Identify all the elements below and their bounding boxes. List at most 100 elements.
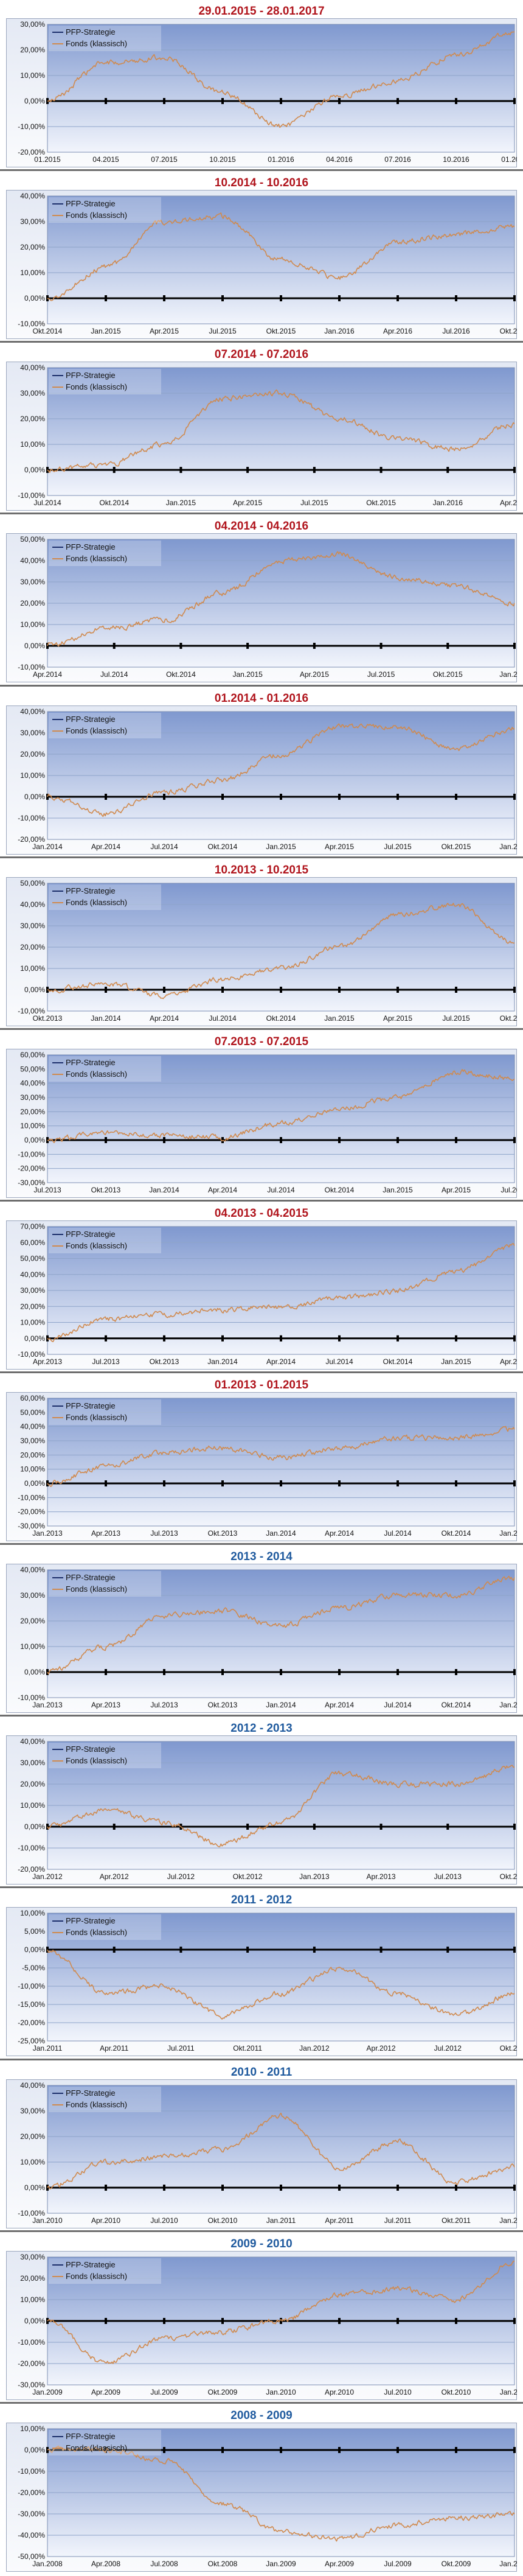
x-tick-label: Apr.2008 bbox=[91, 2560, 120, 2568]
chart-title: 07.2014 - 07.2016 bbox=[214, 348, 309, 362]
chart-panel: 29.01.2015 - 28.01.2017 30,00% 20,00% 10,00… bbox=[0, 0, 523, 172]
legend-fund-label: Fonds (klassisch) bbox=[66, 382, 127, 391]
y-tick-label: 40,00% bbox=[20, 1566, 45, 1574]
legend-fund-label: Fonds (klassisch) bbox=[66, 39, 127, 48]
x-tick-label: Apr.2015 bbox=[383, 1014, 412, 1023]
x-tick-mark bbox=[379, 1824, 383, 1830]
chart-svg: 70,00% 60,00% 50,00% 40,00% 30,00% 20,00% 10,0… bbox=[6, 1220, 523, 1370]
x-tick-mark bbox=[455, 793, 457, 800]
x-tick-label: Apr.2009 bbox=[91, 2388, 120, 2396]
y-tick-label: 40,00% bbox=[20, 363, 45, 372]
chart-area: 30,00% 20,00% 10,00% 0,00% -10,00% -20,00% 01.… bbox=[6, 18, 523, 170]
y-tick-label: 50,00% bbox=[20, 1065, 45, 1073]
chart-area: 10,00% 0,00% -10,00% -20,00% -30,00% -40,00% -… bbox=[6, 2422, 523, 2575]
x-tick-label: Jan.2011 bbox=[500, 2388, 517, 2396]
y-tick-label: -20,00% bbox=[18, 1164, 45, 1172]
x-tick-mark bbox=[163, 295, 165, 302]
y-tick-label: 0,00% bbox=[24, 1334, 45, 1343]
y-tick-label: 30,00% bbox=[20, 1591, 45, 1600]
x-tick-mark bbox=[113, 643, 116, 649]
x-tick-mark bbox=[163, 1669, 165, 1676]
x-tick-mark bbox=[397, 986, 399, 993]
chart-title: 07.2013 - 07.2015 bbox=[214, 1035, 309, 1048]
x-tick-label: Jan.2011 bbox=[266, 2216, 296, 2225]
x-tick-label: Jan.2012 bbox=[299, 2044, 330, 2053]
x-tick-mark bbox=[513, 467, 516, 474]
x-tick-mark bbox=[455, 986, 457, 993]
y-tick-label: 0,00% bbox=[24, 1945, 45, 1954]
y-tick-label: 10,00% bbox=[20, 1121, 45, 1130]
x-tick-label: Okt.2013 bbox=[208, 1701, 238, 1709]
x-tick-label: Okt.2014 bbox=[208, 842, 238, 851]
x-tick-label: Okt.2016 bbox=[500, 327, 517, 335]
x-tick-mark bbox=[280, 1480, 282, 1487]
y-tick-label: 60,00% bbox=[20, 1394, 45, 1402]
x-tick-label: Okt.2015 bbox=[500, 1014, 517, 1023]
x-tick-mark bbox=[221, 295, 224, 302]
fund-series-line bbox=[47, 1243, 515, 1342]
x-tick-label: Okt.2013 bbox=[500, 1872, 517, 1881]
x-tick-label: Apr.2015 bbox=[500, 1357, 517, 1366]
x-tick-label: Apr.2010 bbox=[325, 2388, 354, 2396]
x-tick-mark bbox=[179, 643, 182, 649]
chart-svg: 40,00%30,00%20,00%10,00%0,00%-10,00%Jan.… bbox=[6, 1564, 523, 1713]
x-tick-mark bbox=[338, 1480, 341, 1487]
x-tick-label: Jan.2011 bbox=[33, 2044, 63, 2053]
x-tick-mark bbox=[221, 793, 224, 800]
y-tick-label: 40,00% bbox=[20, 1079, 45, 1087]
chart-area: 40,00% 30,00% 20,00% 10,00% 0,00% -10,00% Okt.… bbox=[6, 190, 523, 342]
y-tick-label: -30,00% bbox=[18, 2510, 45, 2518]
x-tick-mark bbox=[397, 2446, 399, 2453]
x-tick-label: Okt.2009 bbox=[442, 2560, 471, 2568]
x-tick-label: Jul.2013 bbox=[92, 1357, 120, 1366]
legend: PFP-Strategie Fonds (klassisch) bbox=[49, 1571, 161, 1597]
plot-area bbox=[47, 367, 515, 496]
x-tick-mark bbox=[163, 2184, 165, 2191]
chart-panel: 07.2013 - 07.2015 60,00% 50,00% 40,00% 30,00… bbox=[0, 1031, 523, 1202]
x-tick-label: Okt.2012 bbox=[500, 2044, 517, 2053]
x-tick-mark bbox=[113, 467, 116, 474]
chart-area: 50,00% 40,00% 30,00% 20,00% 10,00% 0,00% -10,0… bbox=[6, 877, 523, 1029]
fund-series-line bbox=[47, 1426, 515, 1487]
x-tick-mark bbox=[513, 2184, 516, 2191]
y-tick-label: -10,00% bbox=[18, 1350, 45, 1359]
x-tick-label: Okt.2014 bbox=[325, 1186, 355, 1194]
x-tick-mark bbox=[513, 2317, 516, 2324]
chart-title: 29.01.2015 - 28.01.2017 bbox=[198, 5, 325, 18]
x-tick-mark bbox=[513, 986, 516, 993]
x-tick-mark bbox=[280, 2317, 282, 2324]
legend: PFP-Strategie Fonds (klassisch) bbox=[49, 712, 161, 738]
legend-fund-label: Fonds (klassisch) bbox=[66, 1413, 127, 1422]
x-tick-mark bbox=[163, 2446, 165, 2453]
y-tick-label: 10,00% bbox=[20, 1465, 45, 1474]
x-tick-mark bbox=[280, 2184, 282, 2191]
x-tick-label: Apr.2014 bbox=[91, 842, 120, 851]
y-tick-label: 10,00% bbox=[20, 2295, 45, 2304]
x-tick-mark bbox=[513, 2446, 516, 2453]
x-tick-label: Apr.2014 bbox=[33, 670, 62, 679]
chart-panel: 04.2013 - 04.2015 70,00% 60,00% 50,00% 40,00… bbox=[0, 1202, 523, 1374]
x-tick-mark bbox=[221, 98, 224, 104]
x-tick-label: Jan.2012 bbox=[32, 1872, 63, 1881]
legend-fund-label: Fonds (klassisch) bbox=[66, 1069, 127, 1079]
x-tick-label: Jan.2015 bbox=[499, 1701, 517, 1709]
chart-svg: 30,00% 20,00% 10,00% 0,00% -10,00% -20,00% -30… bbox=[6, 2250, 523, 2400]
x-tick-label: Okt.2013 bbox=[208, 1529, 238, 1538]
x-tick-label: Jul.2015 bbox=[500, 1186, 517, 1194]
y-tick-label: 20,00% bbox=[20, 943, 45, 951]
y-tick-label: 0,00% bbox=[24, 793, 45, 801]
chart-panel: 04.2014 - 04.2016 50,00% 40,00% 30,00% 20,00… bbox=[0, 515, 523, 687]
legend-strategy-label: PFP-Strategie bbox=[66, 1573, 116, 1582]
x-tick-mark bbox=[105, 1136, 107, 1143]
x-tick-label: Jan.2009 bbox=[32, 2388, 63, 2396]
x-tick-mark bbox=[455, 2446, 457, 2453]
x-tick-mark bbox=[513, 793, 516, 800]
x-tick-mark bbox=[338, 2446, 341, 2453]
x-tick-label: Jul.2014 bbox=[384, 1701, 412, 1709]
y-tick-label: 30,00% bbox=[20, 578, 45, 586]
x-tick-label: Jan.2010 bbox=[499, 2560, 517, 2568]
chart-svg: 30,00%20,00%10,00%0,00%-10,00%-20,00%01.… bbox=[6, 18, 523, 167]
x-tick-mark bbox=[280, 793, 282, 800]
chart-area: 50,00% 40,00% 30,00% 20,00% 10,00% 0,00% -10,0… bbox=[6, 533, 523, 685]
y-tick-label: 0,00% bbox=[24, 2183, 45, 2192]
